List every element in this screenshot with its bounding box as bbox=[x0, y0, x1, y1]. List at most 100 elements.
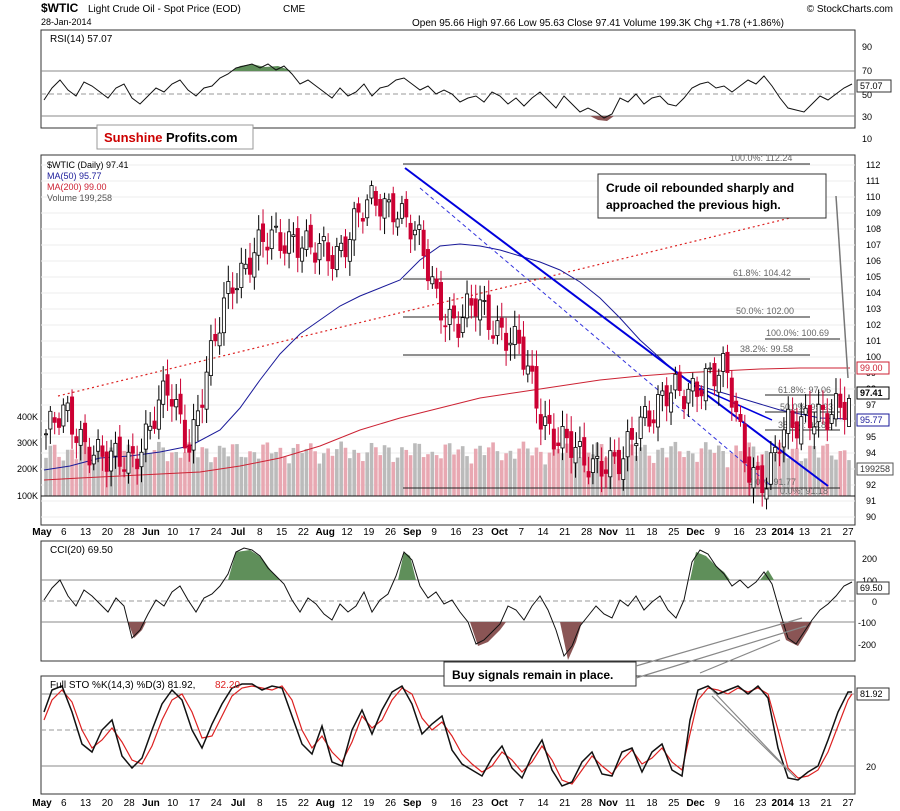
rsi-tick-50: 50 bbox=[862, 90, 872, 100]
volume-bar bbox=[565, 443, 569, 496]
x-axis-label: 24 bbox=[211, 798, 223, 809]
x-axis-label: 14 bbox=[537, 798, 549, 809]
candle-body bbox=[807, 405, 812, 429]
x-axis-label: 21 bbox=[559, 527, 571, 538]
candle-body bbox=[768, 452, 773, 485]
volume-bar bbox=[100, 455, 105, 496]
volume-bar bbox=[183, 452, 187, 496]
candle-body bbox=[755, 465, 760, 470]
volume-bar bbox=[413, 443, 417, 496]
volume-bar bbox=[829, 455, 834, 496]
annotation-line1: Crude oil rebounded sharply and bbox=[606, 181, 794, 195]
volume-bar bbox=[400, 447, 404, 496]
x-axis-labels-price: May 6 13 20 28 Jun 10 17 24 Jul 8 15 22 Aug 12 19 26 Sep 9… bbox=[32, 527, 854, 538]
volume-bar bbox=[144, 446, 148, 496]
candle-body bbox=[599, 461, 604, 477]
candle-body bbox=[165, 374, 170, 396]
x-axis-label: 8 bbox=[257, 798, 263, 809]
candle-body bbox=[686, 388, 691, 404]
rsi-tick-10: 10 bbox=[862, 134, 872, 144]
volume-bar bbox=[482, 455, 487, 496]
volume-bar bbox=[773, 453, 778, 496]
price-tick-label: 97 bbox=[866, 400, 876, 410]
x-axis-label: 2014 bbox=[772, 527, 795, 538]
candle-body bbox=[656, 394, 661, 428]
volume-bar bbox=[369, 442, 374, 496]
volume-bar bbox=[239, 456, 244, 496]
volume-bar bbox=[321, 453, 326, 496]
candle-body bbox=[65, 402, 70, 412]
candle-body bbox=[820, 404, 825, 410]
x-axis-label: 15 bbox=[276, 527, 288, 538]
candle-body bbox=[96, 439, 101, 452]
volume-bar bbox=[222, 447, 226, 496]
candle-body bbox=[438, 282, 443, 321]
candle-body bbox=[825, 413, 830, 431]
candle-body bbox=[573, 446, 578, 464]
price-tick-label: 108 bbox=[866, 224, 881, 234]
candle-body bbox=[777, 451, 782, 454]
candle-body bbox=[642, 406, 647, 419]
annotation-line2: approached the previous high. bbox=[606, 198, 781, 212]
volume-bar bbox=[777, 442, 782, 496]
volume-bar bbox=[317, 463, 322, 496]
volume-bar bbox=[543, 464, 547, 496]
volume-bar bbox=[738, 451, 743, 496]
cci-fill-dec bbox=[690, 552, 730, 580]
x-axis-label: 13 bbox=[80, 798, 92, 809]
candle-body bbox=[478, 299, 483, 321]
header-name: Light Crude Oil - Spot Price (EOD) bbox=[88, 4, 241, 15]
candle-body bbox=[577, 441, 582, 447]
candle-body bbox=[651, 419, 656, 424]
rsi-current-value: 57.07 bbox=[860, 81, 883, 91]
candle-body bbox=[734, 400, 739, 413]
x-axis-label: Nov bbox=[599, 798, 618, 809]
volume-bar bbox=[838, 451, 843, 496]
price-tick-label: 94 bbox=[866, 448, 876, 458]
price-tick-label: 103 bbox=[866, 304, 881, 314]
price-tick-label: 92 bbox=[866, 480, 876, 490]
x-axis-label: 28 bbox=[124, 527, 136, 538]
volume-bar bbox=[673, 441, 678, 496]
volume-bar bbox=[508, 450, 513, 496]
volume-bar bbox=[52, 444, 57, 496]
volume-bar bbox=[447, 443, 452, 496]
volume-bar bbox=[291, 447, 296, 496]
candle-body bbox=[456, 323, 461, 338]
volume-bar bbox=[630, 444, 634, 496]
volume-bar bbox=[65, 449, 70, 496]
candle-body bbox=[799, 416, 804, 445]
candle-body bbox=[443, 325, 448, 328]
candle-body bbox=[582, 437, 587, 466]
volume-bar bbox=[686, 450, 691, 496]
logo-box bbox=[96, 124, 254, 150]
header-symbol: $WTIC bbox=[41, 1, 79, 15]
volume-bar bbox=[478, 445, 482, 496]
candle-body bbox=[729, 377, 734, 408]
volume-bar bbox=[391, 461, 396, 496]
x-axis-label: 10 bbox=[167, 527, 179, 538]
candle-body bbox=[499, 317, 504, 328]
candle-body bbox=[57, 418, 62, 428]
candle-body bbox=[352, 208, 357, 241]
candle-body bbox=[538, 414, 543, 430]
candle-body bbox=[473, 298, 478, 317]
candle-body bbox=[491, 335, 496, 339]
candle-body bbox=[386, 199, 391, 203]
volume-bar bbox=[812, 446, 817, 496]
volume-bar bbox=[730, 453, 734, 496]
candle-body bbox=[677, 371, 682, 391]
x-axis-label: 20 bbox=[102, 798, 114, 809]
volume-bar bbox=[330, 455, 335, 496]
annotation-arrow bbox=[835, 195, 849, 379]
candle-body bbox=[91, 454, 96, 465]
volume-bar bbox=[790, 448, 795, 496]
x-axis-label: 23 bbox=[472, 527, 484, 538]
candle-body bbox=[425, 249, 430, 282]
candle-body bbox=[564, 428, 569, 439]
candle-body bbox=[673, 373, 678, 391]
candle-body bbox=[221, 297, 226, 334]
volume-bar bbox=[96, 449, 100, 496]
price-tick-label: 111 bbox=[866, 176, 880, 186]
candle-body bbox=[109, 450, 114, 472]
